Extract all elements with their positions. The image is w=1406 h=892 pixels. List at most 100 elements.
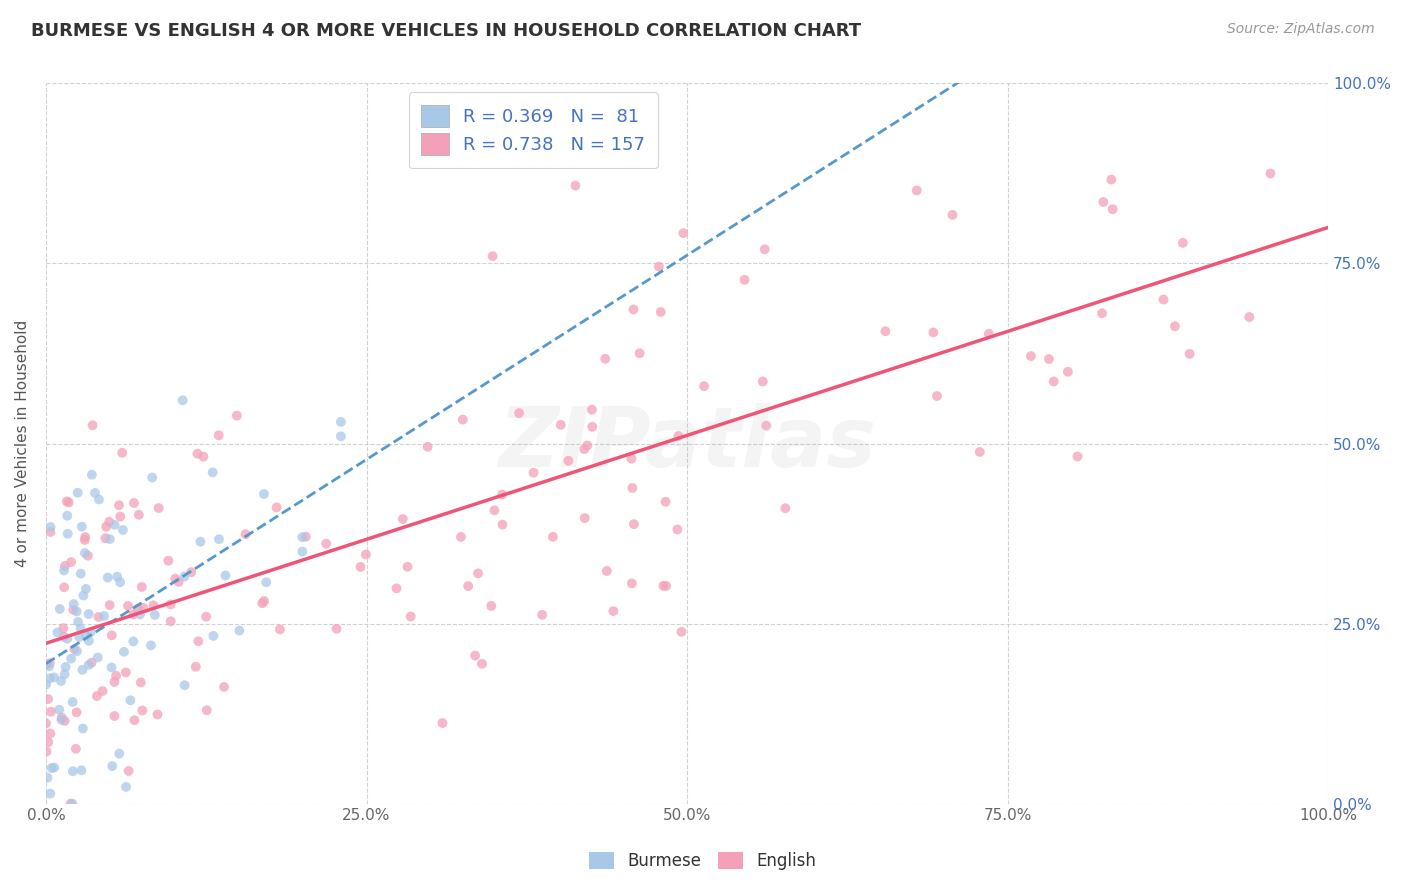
Point [67,630,90,644]
Point [491,517,513,532]
Point [124,713,146,727]
Point [52,630,75,644]
Point [925,389,948,403]
Point [875,324,897,338]
Point [315,537,337,551]
Point [96,519,118,533]
Point [115,780,138,794]
Point [129,675,152,690]
Point [84,486,107,500]
Point [60,651,83,665]
Point [129,607,152,622]
Point [39,726,62,740]
Point [464,648,486,663]
Point [122,634,145,648]
Point [139,639,162,653]
Point [112,645,135,659]
Point [329,415,352,429]
Point [77,657,100,672]
Point [87,610,110,624]
Point [190,534,212,549]
Point [35,677,58,691]
Point [451,412,474,426]
Point [37,692,59,706]
Point [254,575,277,590]
Point [38,659,60,673]
Point [73,546,96,560]
Point [325,622,347,636]
Point [173,678,195,692]
Point [82,418,104,433]
Point [87,650,110,665]
Point [65,741,87,756]
Point [574,442,596,457]
Point [253,594,276,608]
Point [80,467,103,482]
Point [49,602,72,616]
Point [349,560,371,574]
Point [86,689,108,703]
Point [53,564,76,578]
Point [53,558,76,573]
Point [354,548,377,562]
Point [195,609,218,624]
Point [581,402,603,417]
Point [172,393,194,408]
Point [51,711,73,725]
Point [60,797,83,811]
Point [628,346,651,360]
Point [62,597,84,611]
Point [105,669,128,683]
Point [56,632,79,646]
Point [56,526,79,541]
Point [432,716,454,731]
Point [541,530,564,544]
Point [53,667,76,681]
Point [55,494,77,508]
Point [39,787,62,801]
Point [1171,235,1194,250]
Point [269,623,291,637]
Point [180,565,202,579]
Point [104,517,127,532]
Point [70,764,93,778]
Point [72,663,94,677]
Legend: Burmese, English: Burmese, English [582,845,824,877]
Point [127,602,149,616]
Point [1153,293,1175,307]
Point [479,599,502,613]
Point [1260,166,1282,180]
Point [105,570,128,584]
Point [450,530,472,544]
Point [671,624,693,639]
Point [602,604,624,618]
Point [117,764,139,778]
Point [46,625,69,640]
Point [652,579,675,593]
Point [75,582,97,596]
Point [69,622,91,636]
Point [87,492,110,507]
Point [58,495,80,509]
Point [648,260,671,274]
Point [79,625,101,640]
Point [35,657,58,672]
Legend: R = 0.369   N =  81, R = 0.738   N = 157: R = 0.369 N = 81, R = 0.738 N = 157 [409,93,658,168]
Point [620,576,643,591]
Point [208,532,231,546]
Point [38,671,60,685]
Point [103,675,125,690]
Point [1178,347,1201,361]
Point [75,628,97,642]
Point [53,580,76,594]
Point [98,515,121,529]
Point [225,409,247,423]
Point [100,660,122,674]
Point [98,598,121,612]
Point [235,527,257,541]
Point [159,614,181,628]
Text: BURMESE VS ENGLISH 4 OR MORE VEHICLES IN HOUSEHOLD CORRELATION CHART: BURMESE VS ENGLISH 4 OR MORE VEHICLES IN… [31,22,860,40]
Point [142,599,165,613]
Point [110,509,132,524]
Point [184,659,207,673]
